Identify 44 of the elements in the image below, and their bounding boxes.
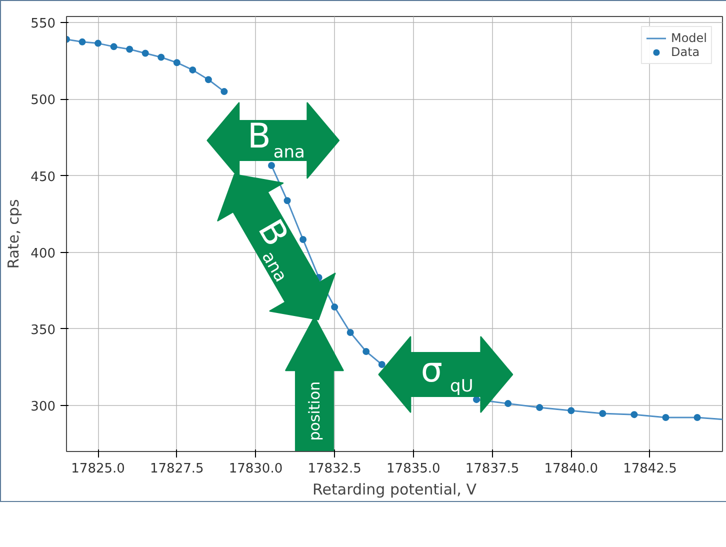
- point: [94, 40, 102, 47]
- point: [110, 43, 118, 50]
- x-tick-label: 17825.0: [71, 462, 125, 476]
- point: [220, 88, 228, 96]
- y-tick-label: 550: [30, 16, 56, 32]
- point: [362, 348, 370, 355]
- point: [599, 410, 606, 418]
- point: [158, 54, 165, 61]
- point: [346, 328, 354, 336]
- x-tick-label: 17842.5: [623, 462, 677, 476]
- point: [173, 59, 180, 66]
- x-tick-label: 17837.5: [465, 462, 520, 476]
- legend-label: Data: [670, 45, 700, 59]
- point: [630, 411, 638, 418]
- x-tick-label: 17832.5: [308, 462, 362, 476]
- x-axis-title: Retarding potential, V: [312, 480, 478, 498]
- point: [694, 414, 701, 421]
- point: [504, 400, 512, 408]
- y-tick-label: 450: [30, 170, 56, 185]
- point: [284, 197, 291, 204]
- point: [78, 38, 86, 46]
- point: [331, 304, 338, 311]
- point: [536, 404, 544, 412]
- point: [300, 236, 307, 244]
- point: [142, 50, 149, 57]
- y-tick-label: 300: [30, 400, 56, 415]
- point: [268, 162, 275, 170]
- x-tick-label: 17827.5: [150, 462, 204, 476]
- point: [189, 66, 196, 74]
- annotation: position: [305, 381, 324, 441]
- y-axis-title: Rate, cps: [4, 199, 23, 269]
- point: [568, 407, 575, 414]
- point: [204, 76, 212, 84]
- point: [662, 414, 670, 421]
- x-tick-label: 17840.0: [544, 462, 598, 476]
- y-tick-label: 400: [30, 246, 56, 262]
- x-tick-label: 17830.0: [228, 462, 283, 476]
- point: [126, 46, 134, 53]
- x-tick-label: 17835.0: [386, 462, 440, 476]
- legend-label: Model: [670, 31, 707, 45]
- point: [378, 361, 386, 368]
- y-tick-label: 350: [30, 322, 56, 338]
- y-tick-label: 500: [30, 93, 56, 108]
- point: [473, 396, 480, 404]
